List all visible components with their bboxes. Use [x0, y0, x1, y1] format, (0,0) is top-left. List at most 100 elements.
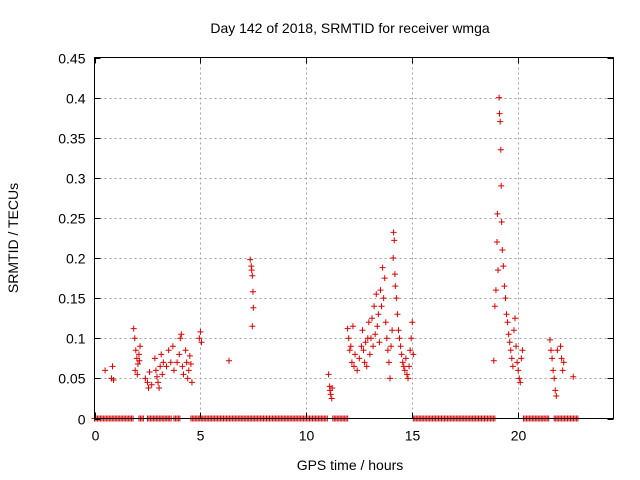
data-point	[184, 375, 191, 382]
data-point	[186, 352, 193, 359]
data-point	[356, 355, 363, 362]
data-point	[359, 327, 366, 334]
data-point	[110, 376, 117, 383]
data-point	[151, 355, 158, 362]
data-point	[497, 146, 504, 153]
data-point	[144, 379, 151, 386]
data-point	[493, 239, 500, 246]
y-tick-label: 0	[78, 412, 86, 428]
y-tick-label: 0.2	[66, 251, 86, 267]
data-point	[344, 325, 351, 332]
data-point	[159, 371, 166, 378]
data-point	[179, 363, 186, 370]
data-point	[366, 351, 373, 358]
y-tick-label: 0.45	[58, 51, 85, 67]
x-tick-label: 0	[92, 428, 100, 444]
data-point	[349, 323, 356, 330]
data-point	[177, 335, 184, 342]
x-axis-label: GPS time / hours	[297, 457, 404, 473]
data-point	[351, 363, 357, 370]
data-point	[400, 363, 407, 370]
data-point	[405, 375, 412, 382]
data-point	[551, 375, 558, 382]
data-point	[513, 343, 520, 350]
data-point	[516, 375, 523, 382]
data-point	[389, 327, 396, 334]
data-point	[152, 367, 159, 374]
data-point	[376, 339, 383, 346]
plot-frame	[94, 57, 614, 419]
data-point	[137, 343, 144, 350]
data-point	[183, 359, 190, 366]
data-point	[394, 311, 401, 318]
data-point	[158, 351, 165, 358]
data-point	[169, 343, 176, 350]
data-point	[352, 351, 359, 358]
data-point	[363, 363, 370, 370]
data-point	[496, 94, 503, 101]
data-point	[499, 247, 506, 254]
data-point	[369, 315, 376, 322]
data-point	[517, 379, 524, 386]
data-point	[505, 331, 512, 338]
data-point	[391, 271, 398, 278]
data-point	[367, 335, 374, 342]
data-point	[248, 267, 255, 274]
data-point	[382, 319, 389, 326]
x-tick-label: 15	[405, 428, 421, 444]
data-point	[198, 339, 205, 346]
data-point	[490, 357, 497, 364]
data-point	[135, 351, 142, 358]
data-point	[163, 363, 170, 370]
data-point	[354, 367, 361, 374]
data-point	[136, 357, 143, 364]
data-point	[397, 343, 404, 350]
data-point	[388, 343, 395, 350]
x-tick-label: 10	[299, 428, 315, 444]
data-point	[345, 335, 352, 342]
data-point	[510, 327, 517, 334]
data-point	[153, 373, 160, 380]
data-point	[180, 371, 187, 378]
y-tick-label: 0.25	[58, 211, 85, 227]
data-point	[390, 229, 397, 236]
data-point	[362, 339, 369, 346]
data-point	[142, 375, 149, 382]
data-point	[132, 347, 139, 354]
data-point	[365, 319, 372, 326]
data-point	[134, 360, 141, 367]
data-point	[553, 393, 560, 400]
data-point	[347, 343, 354, 350]
data-point	[402, 355, 409, 362]
data-point	[387, 375, 394, 382]
y-tick-label: 0.15	[58, 291, 85, 307]
data-point	[381, 275, 388, 282]
data-point	[185, 367, 192, 374]
data-point	[155, 379, 162, 386]
data-point	[496, 110, 503, 117]
y-tick-label: 0.3	[66, 171, 86, 187]
data-point	[559, 367, 566, 374]
y-tick-label: 0.05	[58, 371, 85, 387]
data-point	[160, 359, 167, 366]
data-point	[187, 360, 194, 367]
data-point	[518, 355, 525, 362]
data-point	[384, 347, 391, 354]
data-point	[346, 347, 353, 354]
data-point	[514, 359, 521, 366]
data-point	[372, 331, 379, 338]
data-point	[498, 218, 505, 225]
data-point	[507, 347, 514, 354]
x-tick-label: 20	[511, 428, 527, 444]
data-point	[380, 295, 387, 302]
data-point	[176, 351, 183, 358]
data-point	[249, 272, 256, 279]
data-point	[558, 355, 565, 362]
data-point	[385, 359, 392, 366]
data-point	[497, 118, 504, 125]
data-point	[182, 347, 189, 354]
data-point	[403, 371, 410, 378]
data-point	[375, 311, 382, 318]
data-point	[374, 323, 381, 330]
data-point	[146, 368, 153, 375]
